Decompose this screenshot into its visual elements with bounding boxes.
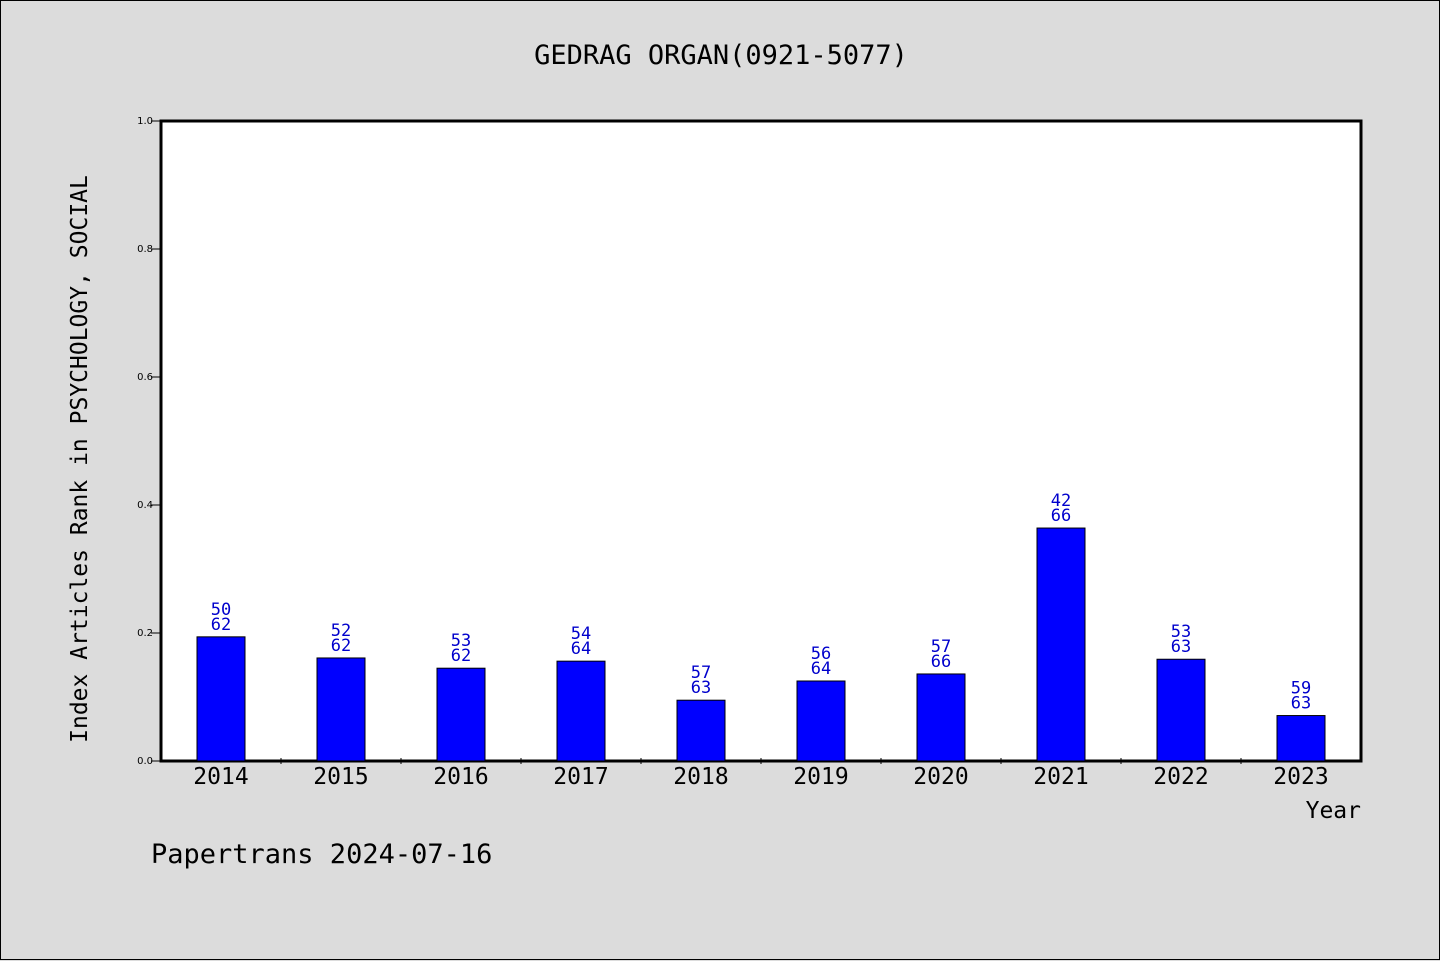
x-tick-label: 2018 — [673, 764, 728, 790]
bar-rank-label: 56 — [811, 644, 831, 664]
plot-area — [159, 119, 1363, 763]
bar-2018 — [676, 699, 726, 762]
x-tick-label: 2014 — [193, 764, 248, 790]
x-tick-label: 2021 — [1033, 764, 1088, 790]
bar-rank-label: 52 — [331, 621, 351, 641]
x-tick-label: 2022 — [1153, 764, 1208, 790]
bar-total-label: 62 — [331, 636, 351, 656]
bar-total-label: 63 — [691, 678, 711, 698]
bar-rank-label: 54 — [571, 624, 591, 644]
bar-total-label: 66 — [1051, 506, 1071, 526]
bar-total-label: 63 — [1171, 637, 1191, 657]
bar-total-label: 62 — [211, 615, 231, 635]
y-tick-label: 0.0 — [137, 756, 153, 767]
bar-rank-label: 53 — [451, 631, 471, 651]
y-axis-label: Index Articles Rank in PSYCHOLOGY, SOCIA… — [67, 175, 93, 743]
bar-rank-label: 50 — [211, 600, 231, 620]
bar-2023 — [1276, 715, 1326, 762]
y-tick-label: 0.6 — [137, 372, 153, 383]
bar-rank-label: 59 — [1291, 679, 1311, 699]
y-tick-label: 0.8 — [137, 244, 153, 255]
bar-rank-label: 57 — [931, 637, 951, 657]
y-tick-label: 1.0 — [137, 116, 153, 127]
bar-total-label: 64 — [571, 639, 591, 659]
bar-2022 — [1156, 658, 1206, 762]
bar-2020 — [916, 673, 966, 762]
x-tick-label: 2015 — [313, 764, 368, 790]
x-axis-label: Year — [1306, 798, 1361, 824]
bar-total-label: 66 — [931, 652, 951, 672]
x-tick-label: 2016 — [433, 764, 488, 790]
x-tick-label: 2017 — [553, 764, 608, 790]
bar-2016 — [436, 667, 486, 762]
bar-rank-label: 42 — [1051, 491, 1071, 511]
y-tick-label: 0.2 — [137, 628, 153, 639]
bar-2017 — [556, 660, 606, 762]
x-tick-label: 2020 — [913, 764, 968, 790]
bar-rank-label: 53 — [1171, 622, 1191, 642]
bars — [196, 527, 1326, 762]
bar-2021 — [1036, 527, 1086, 762]
bar-2019 — [796, 680, 846, 762]
x-tick-label: 2023 — [1273, 764, 1328, 790]
y-axis: 0.0 0.2 0.4 0.6 0.8 1.0 — [137, 116, 161, 767]
bar-total-label: 64 — [811, 659, 831, 679]
x-axis: 2014 2015 2016 2017 2018 2019 2020 2021 2022 2023 — [193, 758, 1329, 790]
bar-total-label: 62 — [451, 646, 471, 666]
bar-rank-label: 57 — [691, 663, 711, 683]
bar-2015 — [316, 657, 366, 762]
footer-credit: Papertrans 2024-07-16 — [151, 839, 492, 870]
chart-title: GEDRAG ORGAN(0921-5077) — [534, 40, 908, 71]
bar-total-label: 63 — [1291, 694, 1311, 714]
bar-2014 — [196, 636, 246, 762]
y-tick-label: 0.4 — [137, 500, 153, 511]
x-tick-label: 2019 — [793, 764, 848, 790]
